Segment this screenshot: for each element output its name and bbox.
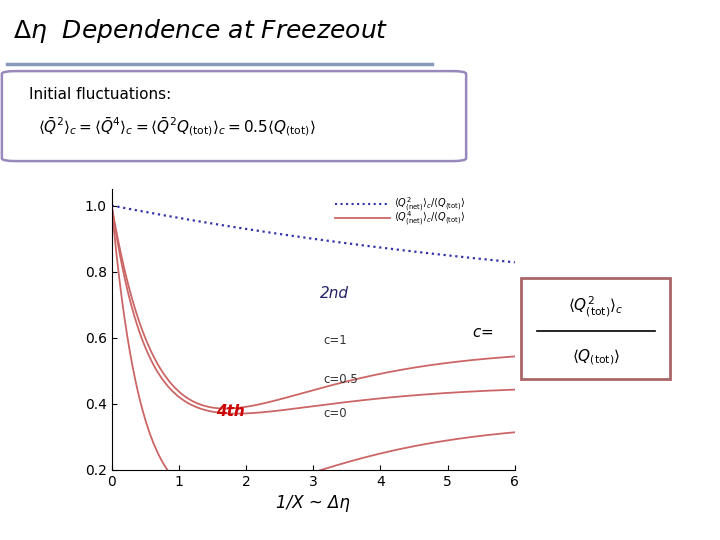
Text: $\langle Q_\mathrm{(tot)}\rangle$: $\langle Q_\mathrm{(tot)}\rangle$ <box>572 348 620 367</box>
X-axis label: 1/X ~ Δη: 1/X ~ Δη <box>276 494 350 512</box>
Text: 2nd: 2nd <box>320 286 349 301</box>
Text: $\langle Q_\mathrm{(net)}^4\rangle_c$$/$$\langle Q_\mathrm{(tot)}\rangle$: $\langle Q_\mathrm{(net)}^4\rangle_c$$/$… <box>394 210 465 228</box>
Text: $\langle Q_\mathrm{(net)}^2\rangle_c$$/$$\langle Q_\mathrm{(tot)}\rangle$: $\langle Q_\mathrm{(net)}^2\rangle_c$$/$… <box>394 195 465 214</box>
Text: 4th: 4th <box>216 404 245 420</box>
Text: c=0.5: c=0.5 <box>323 373 358 386</box>
Text: $\langle\bar{Q}^2\rangle_c = \langle\bar{Q}^4\rangle_c = \langle\bar{Q}^2 Q_\mat: $\langle\bar{Q}^2\rangle_c = \langle\bar… <box>37 116 315 138</box>
Text: c=0: c=0 <box>323 407 347 420</box>
FancyBboxPatch shape <box>2 71 466 161</box>
Text: $c\!=\!$: $c\!=\!$ <box>472 325 494 340</box>
Text: Initial fluctuations:: Initial fluctuations: <box>29 87 171 102</box>
FancyBboxPatch shape <box>521 278 670 379</box>
Text: $\langle Q_\mathrm{(tot)}^2\rangle_c$: $\langle Q_\mathrm{(tot)}^2\rangle_c$ <box>568 295 624 319</box>
Text: c=1: c=1 <box>323 334 347 347</box>
Text: $\Delta\eta$  Dependence at Freezeout: $\Delta\eta$ Dependence at Freezeout <box>13 17 388 45</box>
